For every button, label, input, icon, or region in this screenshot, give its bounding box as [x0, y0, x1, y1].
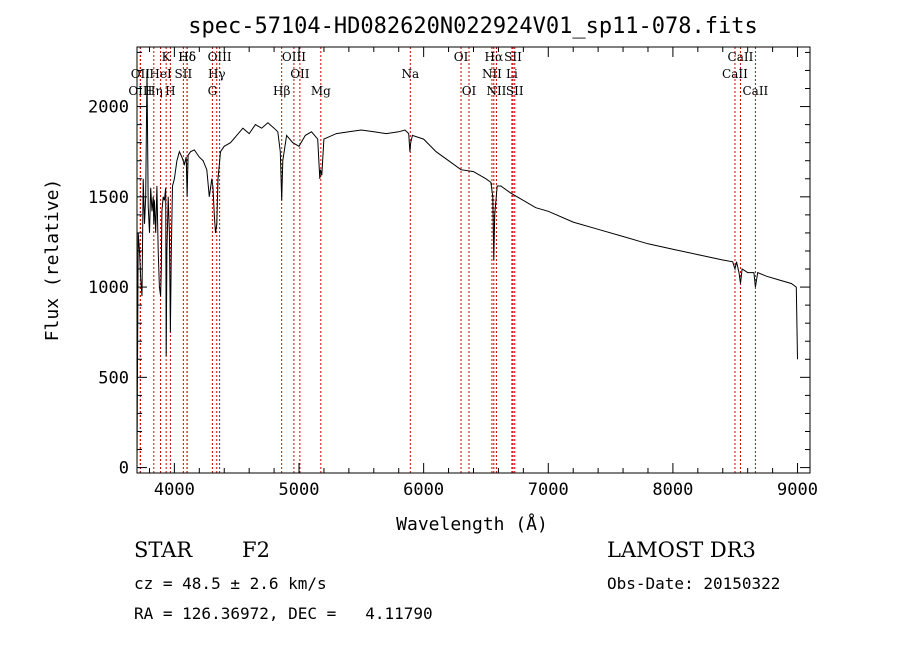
emission-line-label: Li — [506, 67, 518, 81]
emission-line-label: NII — [482, 67, 502, 81]
spectrum-line — [136, 70, 798, 465]
emission-line-label: Hα — [485, 50, 504, 64]
emission-line-label: Hβ — [273, 84, 290, 98]
object-subclass: F2 — [242, 538, 270, 562]
emission-line-label: OIII — [282, 50, 306, 64]
emission-line-label: Mg — [311, 84, 331, 98]
redshift-readout: cz = 48.5 ± 2.6 km/s — [134, 574, 327, 593]
chart-title: spec-57104-HD082620N022924V01_sp11-078.f… — [188, 14, 758, 39]
emission-line-label: CaII — [728, 50, 754, 64]
emission-line-label: Hγ — [208, 67, 226, 81]
x-tick-label: 7000 — [528, 480, 569, 500]
x-tick-label: 9000 — [777, 480, 818, 500]
emission-line-label: OIII — [128, 84, 152, 98]
emission-line-label: Hδ — [178, 50, 196, 64]
x-tick-label: 5000 — [279, 480, 320, 500]
emission-line-label: OIII — [208, 50, 232, 64]
emission-line-label: SII — [504, 50, 522, 64]
emission-line-markers — [139, 47, 756, 473]
y-tick-label: 1000 — [88, 278, 129, 298]
emission-line-label: H — [165, 84, 175, 98]
emission-line-label: Hδ — [178, 50, 196, 64]
emission-line-label: CaII — [722, 67, 748, 81]
coordinates-readout: RA = 126.36972, DEC = 4.11790 — [134, 604, 433, 623]
object-class: STAR — [134, 538, 193, 562]
emission-line-label: OII — [290, 67, 310, 81]
emission-line-label: NII — [486, 84, 506, 98]
emission-line-label: OII — [131, 67, 151, 81]
emission-line-label: SII — [175, 67, 193, 81]
emission-line-label: Na — [401, 67, 419, 81]
emission-line-label: CaII — [742, 84, 768, 98]
plot-frame — [136, 46, 811, 474]
emission-line-label: K — [162, 50, 172, 64]
emission-line-label: SII — [506, 84, 524, 98]
emission-line-label: Hη — [145, 84, 163, 98]
emission-line-label: G — [208, 84, 218, 98]
x-axis-label: Wavelength (Å) — [396, 513, 548, 535]
y-tick-label: 0 — [119, 459, 129, 479]
emission-line-label: OI — [462, 84, 477, 98]
axis-ticks: 4000 5000 6000 7000 8000 9000 0 500 1000 1500 2000 — [88, 47, 818, 500]
x-tick-label: 4000 — [154, 480, 195, 500]
emission-line-label: HeI — [149, 67, 172, 81]
x-tick-label: 8000 — [652, 480, 693, 500]
y-tick-label: 2000 — [88, 98, 129, 118]
survey-name: LAMOST DR3 — [607, 538, 756, 562]
y-axis-label: Flux (relative) — [42, 179, 63, 342]
emission-line-label: OI — [454, 50, 469, 64]
y-tick-label: 1500 — [88, 188, 129, 208]
observation-date: Obs-Date: 20150322 — [607, 574, 781, 593]
y-tick-label: 500 — [98, 368, 129, 388]
x-tick-label: 6000 — [403, 480, 444, 500]
